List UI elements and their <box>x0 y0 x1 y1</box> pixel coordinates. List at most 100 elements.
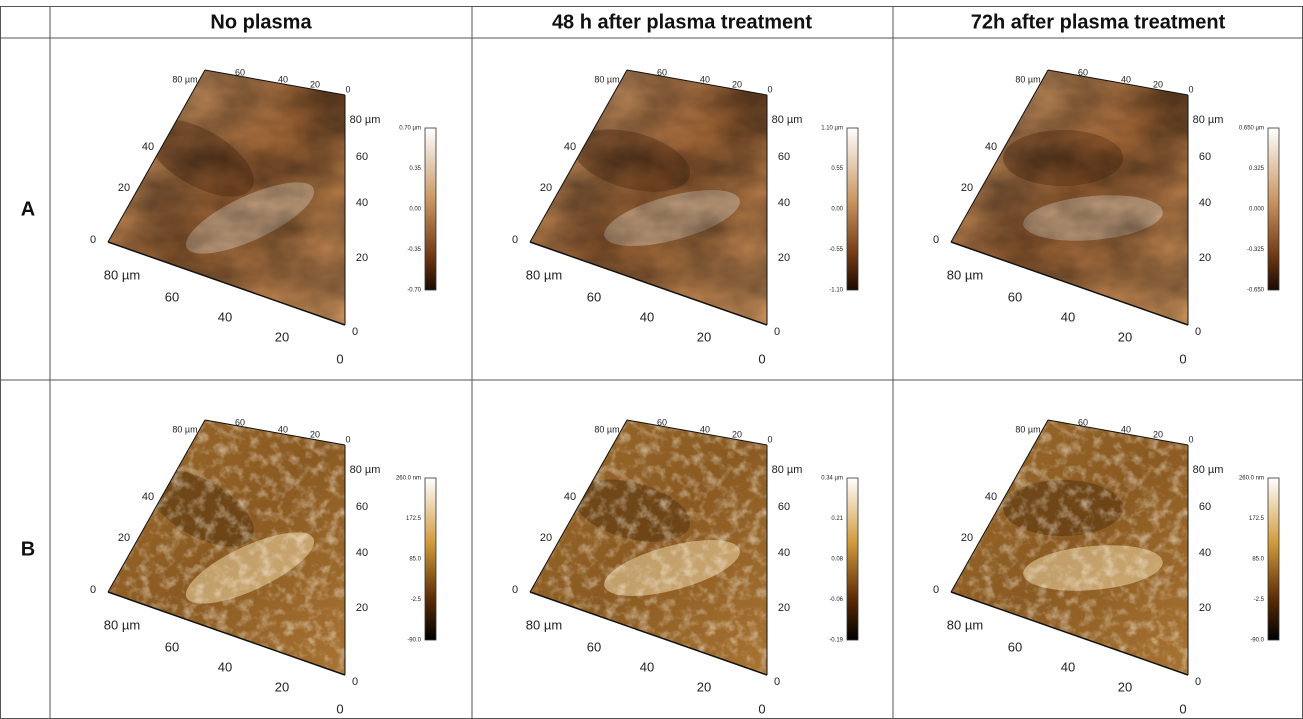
colorbar-label: 0.55 <box>831 166 843 172</box>
axis-tick-label: 0 <box>352 326 358 338</box>
axis-tick-label: 20 <box>961 182 973 194</box>
axis-tick-label: 20 <box>778 252 790 264</box>
axis-tick-label: 20 <box>1118 679 1132 694</box>
axis-tick-label: 80 µm <box>772 464 803 476</box>
axis-tick-label: 20 <box>697 329 711 344</box>
colorbar-label: -0.06 <box>829 597 843 603</box>
row-label: B <box>21 538 35 560</box>
colorbar-label: -90.0 <box>407 638 421 644</box>
axis-tick-label: 20 <box>1153 429 1163 439</box>
colorbar <box>847 128 858 290</box>
axis-tick-label: 40 <box>1121 74 1131 84</box>
colorbar-label: -0.35 <box>407 247 421 253</box>
surface-texture <box>943 63 1193 333</box>
axis-tick-label: 80 µm <box>526 617 562 632</box>
axis-tick-label: 20 <box>310 79 320 89</box>
axis-tick-label: 60 <box>1008 289 1022 304</box>
axis-tick-label: 40 <box>985 491 997 503</box>
afm-surface <box>100 63 350 333</box>
colorbar-label: 172.5 <box>406 516 422 522</box>
colorbar <box>1268 478 1279 640</box>
axis-tick-label: 60 <box>778 501 790 513</box>
surface-texture <box>100 63 350 333</box>
axis-tick-label: 0 <box>345 84 350 94</box>
axis-tick-label: 80 µm <box>594 424 619 434</box>
colorbar-label: 0.21 <box>831 516 843 522</box>
axis-tick-label: 40 <box>1061 309 1075 324</box>
surface-texture <box>522 413 772 683</box>
axis-tick-label: 60 <box>235 67 245 77</box>
colorbar-label: 0.35 <box>409 166 421 172</box>
axis-tick-label: 80 µm <box>350 464 381 476</box>
axis-tick-label: 20 <box>1153 79 1163 89</box>
axis-tick-label: 60 <box>1199 151 1211 163</box>
axis-tick-label: 40 <box>985 141 997 153</box>
axis-tick-label: 20 <box>697 679 711 694</box>
axis-tick-label: 0 <box>1179 701 1186 716</box>
axis-tick-label: 80 µm <box>947 617 983 632</box>
axis-tick-label: 0 <box>758 701 765 716</box>
axis-tick-label: 0 <box>352 676 358 688</box>
axis-tick-label: 40 <box>1199 547 1211 559</box>
axis-tick-label: 60 <box>165 639 179 654</box>
axis-tick-label: 60 <box>587 289 601 304</box>
colorbar-label: 0.00 <box>409 207 421 213</box>
colorbar-label: 0.70 µm <box>399 126 421 132</box>
colorbar-label: -1.10 <box>829 288 843 294</box>
axis-tick-label: 0 <box>90 584 96 596</box>
axis-tick-label: 20 <box>540 532 552 544</box>
axis-tick-label: 0 <box>774 326 780 338</box>
axis-tick-label: 20 <box>732 429 742 439</box>
axis-tick-label: 80 µm <box>104 267 140 282</box>
axis-tick-label: 40 <box>278 74 288 84</box>
axis-tick-label: 60 <box>657 417 667 427</box>
axis-tick-label: 0 <box>758 351 765 366</box>
colorbar-label: 0.00 <box>831 207 843 213</box>
axis-tick-label: 20 <box>1199 602 1211 614</box>
colorbar-label: -0.650 <box>1247 288 1265 294</box>
axis-tick-label: 60 <box>165 289 179 304</box>
axis-tick-label: 0 <box>767 84 772 94</box>
axis-tick-label: 40 <box>700 424 710 434</box>
axis-tick-label: 0 <box>767 434 772 444</box>
axis-tick-label: 40 <box>778 197 790 209</box>
colorbar-label: 1.10 µm <box>821 126 843 132</box>
axis-tick-label: 40 <box>356 547 368 559</box>
axis-tick-label: 20 <box>540 182 552 194</box>
axis-tick-label: 80 µm <box>350 114 381 126</box>
axis-tick-label: 60 <box>356 151 368 163</box>
axis-tick-label: 0 <box>512 584 518 596</box>
colorbar-label: -0.19 <box>829 638 843 644</box>
axis-tick-label: 20 <box>732 79 742 89</box>
axis-tick-label: 60 <box>778 151 790 163</box>
surface-texture <box>943 413 1193 683</box>
axis-tick-label: 0 <box>933 234 939 246</box>
colorbar-label: 0.34 µm <box>821 476 843 482</box>
axis-tick-label: 40 <box>564 141 576 153</box>
axis-tick-label: 0 <box>1195 326 1201 338</box>
colorbar-label: -2.5 <box>1254 597 1265 603</box>
axis-tick-label: 60 <box>356 501 368 513</box>
axis-tick-label: 0 <box>933 584 939 596</box>
axis-tick-label: 40 <box>700 74 710 84</box>
colorbar-label: 0.000 <box>1249 207 1265 213</box>
axis-tick-label: 60 <box>1008 639 1022 654</box>
axis-tick-label: 80 µm <box>594 74 619 84</box>
axis-tick-label: 60 <box>235 417 245 427</box>
panels: 80 µm 60 40 20 0 80 µm 60 40 20 0 40 20 0 80 µm 60 40 20… <box>90 63 1279 716</box>
axis-tick-label: 40 <box>278 424 288 434</box>
afm-surface <box>943 63 1193 333</box>
axis-tick-label: 80 µm <box>1193 464 1224 476</box>
colorbar <box>425 128 436 290</box>
colorbar-label: 260.0 nm <box>396 476 421 482</box>
axis-tick-label: 40 <box>1061 659 1075 674</box>
colorbar-label: -0.70 <box>407 288 421 294</box>
axis-tick-label: 40 <box>640 309 654 324</box>
axis-tick-label: 40 <box>218 309 232 324</box>
axis-tick-label: 20 <box>356 602 368 614</box>
figure-table: No plasma 48 h after plasma treatment 72… <box>0 0 1303 719</box>
colorbar <box>1268 128 1279 290</box>
axis-tick-label: 0 <box>336 351 343 366</box>
axis-tick-label: 80 µm <box>172 74 197 84</box>
